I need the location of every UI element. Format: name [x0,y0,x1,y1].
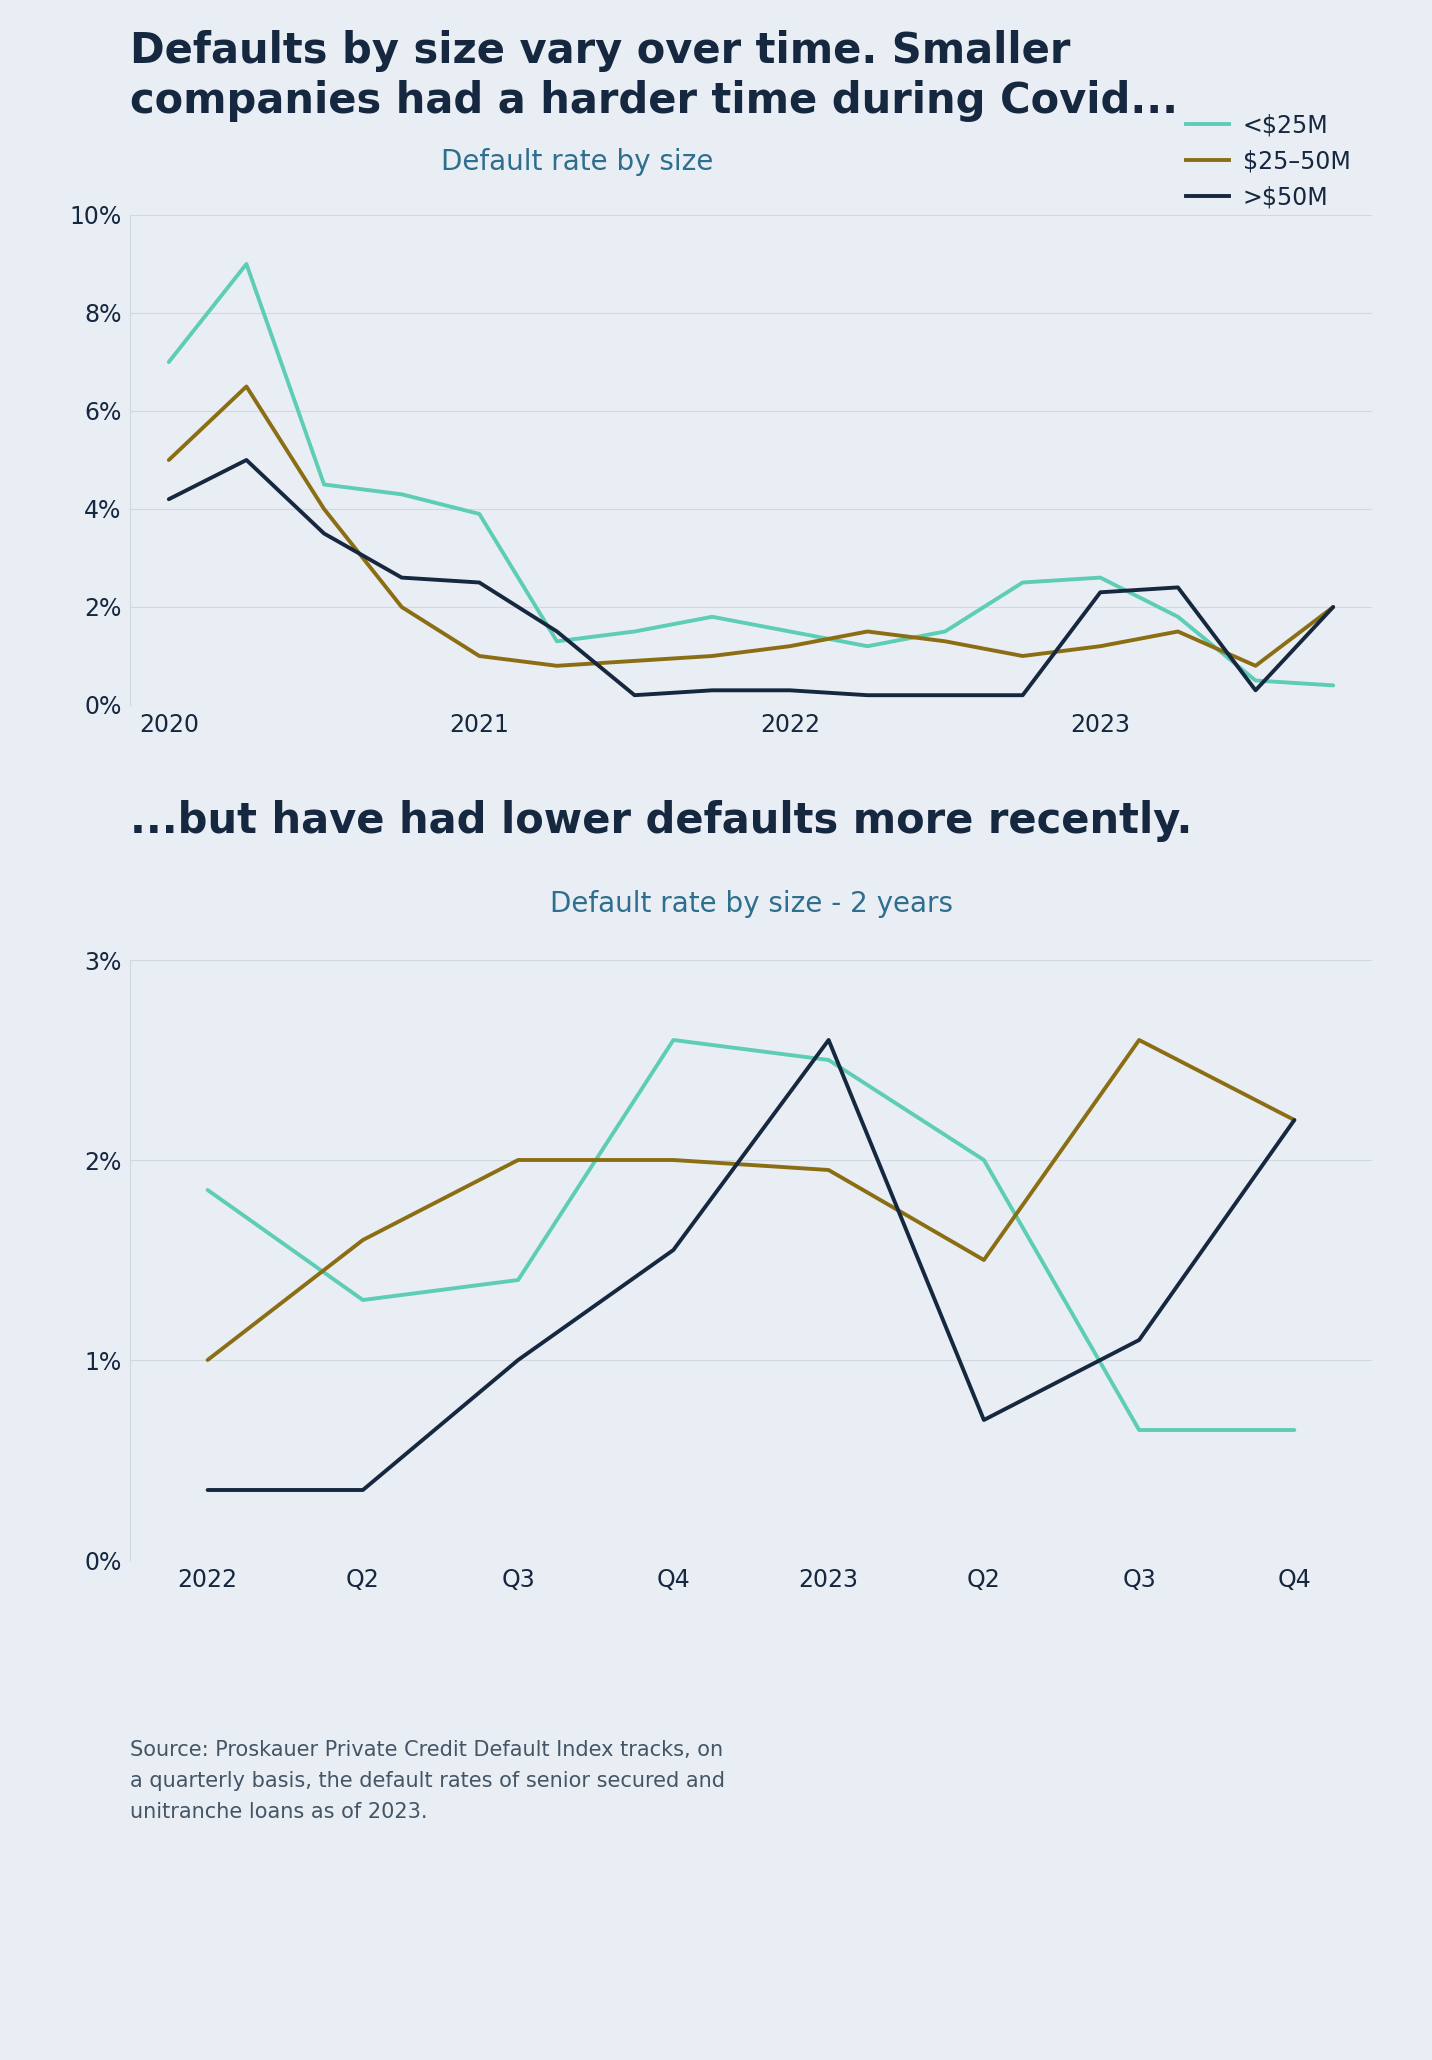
Text: Default rate by size - 2 years: Default rate by size - 2 years [550,890,952,919]
Text: Defaults by size vary over time. Smaller
companies had a harder time during Covi: Defaults by size vary over time. Smaller… [130,31,1179,122]
Legend: <$25M, $25–50M, >$50M: <$25M, $25–50M, >$50M [1177,105,1360,218]
Text: Default rate by size: Default rate by size [441,148,713,175]
Text: Source: Proskauer Private Credit Default Index tracks, on
a quarterly basis, the: Source: Proskauer Private Credit Default… [130,1741,725,1823]
Text: ...but have had lower defaults more recently.: ...but have had lower defaults more rece… [130,799,1193,843]
